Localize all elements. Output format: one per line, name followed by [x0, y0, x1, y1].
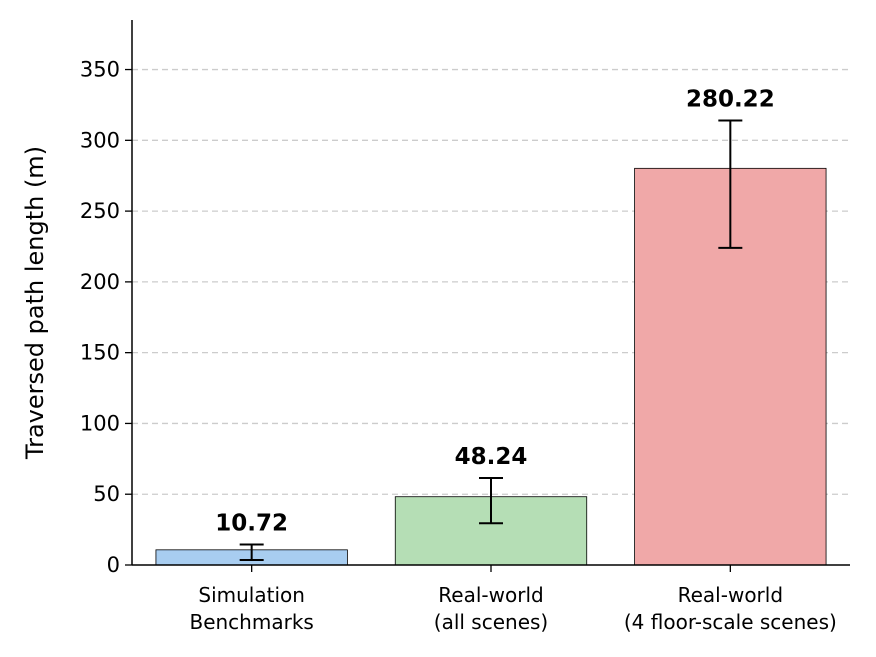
y-tick-label: 350 [80, 58, 120, 82]
error-bars [239, 119, 743, 562]
y-tick-label: 50 [93, 482, 120, 506]
data-label: 280.22 [686, 87, 775, 113]
x-tick-label: Simulation [198, 583, 305, 607]
data-label: 48.24 [455, 444, 528, 470]
y-tick-label: 200 [80, 270, 120, 294]
y-tick-label: 150 [80, 341, 120, 365]
y-tick-label: 0 [107, 553, 120, 577]
y-tick-label: 250 [80, 199, 120, 223]
labels: 10.72 Simulation Benchmarks 48.24 Real-world… [21, 87, 837, 634]
y-axis-title: Traversed path length (m) [21, 146, 49, 460]
x-tick-label: Real-world [438, 583, 543, 607]
x-tick-label: (4 floor-scale scenes) [624, 610, 837, 634]
y-tick-label: 300 [80, 128, 120, 152]
x-tick-label: Benchmarks [189, 610, 313, 634]
x-tick-label: Real-world [678, 583, 783, 607]
axes: 0 50 100 150 200 250 300 350 [80, 20, 850, 577]
data-label: 10.72 [215, 510, 288, 536]
y-tick-label: 100 [80, 411, 120, 435]
x-tick-label: (all scenes) [434, 610, 548, 634]
